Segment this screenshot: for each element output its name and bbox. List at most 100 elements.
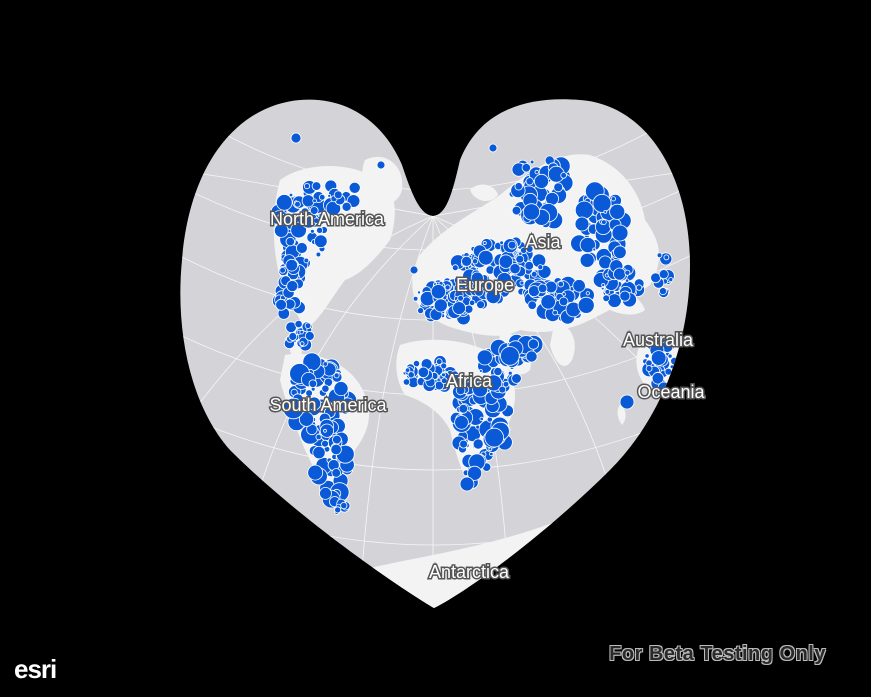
point-symbol	[435, 358, 443, 365]
point-symbol	[468, 299, 476, 306]
point-symbol	[295, 242, 308, 254]
japan-land	[639, 230, 650, 262]
point-symbol	[416, 290, 421, 295]
point-symbol	[667, 353, 673, 359]
beta-notice: For Beta Testing Only	[609, 643, 826, 665]
point-symbol	[316, 226, 324, 234]
point-symbol	[521, 163, 532, 173]
point-symbol	[527, 300, 537, 310]
label-south-america: South America	[269, 395, 387, 415]
point-symbol	[502, 380, 510, 388]
point-symbol	[607, 293, 622, 308]
point-symbol	[412, 295, 419, 302]
point-symbol	[376, 160, 386, 170]
point-symbol	[482, 240, 487, 245]
point-symbol	[321, 384, 330, 393]
arctic-islands-land	[470, 184, 498, 202]
point-symbol	[574, 200, 594, 220]
point-symbol	[467, 465, 483, 481]
point-symbol	[330, 443, 342, 456]
point-symbol	[485, 374, 503, 392]
point-symbol	[558, 296, 569, 307]
point-symbol	[319, 486, 332, 500]
point-symbol	[275, 194, 293, 211]
point-symbol	[493, 366, 503, 377]
india-land	[550, 320, 575, 366]
point-symbol	[308, 379, 318, 389]
point-symbol	[441, 372, 446, 378]
point-symbol	[452, 301, 467, 316]
point-symbol	[440, 362, 448, 370]
point-symbol	[318, 194, 326, 201]
point-symbol	[604, 289, 611, 295]
point-symbol	[624, 278, 630, 283]
point-symbol	[333, 404, 338, 410]
point-symbol	[299, 341, 305, 346]
point-symbol	[664, 367, 673, 376]
point-symbol	[307, 464, 324, 481]
point-symbol	[461, 255, 473, 267]
point-symbol	[459, 439, 469, 449]
point-symbol	[592, 247, 597, 252]
point-symbol	[663, 254, 670, 261]
point-symbol	[651, 372, 665, 385]
point-symbol	[407, 371, 415, 379]
label-australia: Australia	[623, 330, 694, 350]
point-symbol	[579, 252, 595, 268]
point-symbol	[577, 296, 595, 314]
point-symbol	[279, 266, 286, 274]
point-symbol	[290, 132, 302, 144]
label-antarctica: Antarctica	[429, 562, 510, 582]
point-symbol	[534, 173, 550, 189]
point-symbol	[277, 213, 285, 221]
point-symbol	[404, 367, 411, 373]
point-symbol	[530, 270, 538, 278]
point-symbol	[611, 224, 629, 242]
label-oceania: Oceania	[637, 382, 705, 402]
point-symbol	[574, 216, 590, 232]
point-symbol	[305, 389, 313, 397]
point-symbol	[488, 143, 498, 153]
point-symbol	[478, 368, 483, 373]
point-symbol	[524, 260, 534, 271]
point-symbol	[458, 403, 469, 414]
point-symbol	[480, 282, 487, 289]
point-symbol	[402, 378, 411, 386]
point-symbol	[288, 332, 298, 341]
point-symbol	[511, 373, 522, 384]
point-symbol	[474, 287, 484, 297]
point-symbol	[417, 307, 425, 315]
point-symbol	[560, 172, 567, 179]
point-symbol	[613, 245, 627, 260]
point-symbol	[472, 438, 484, 450]
point-symbol	[485, 288, 501, 304]
point-symbol	[430, 284, 446, 300]
point-symbol	[613, 267, 627, 281]
point-symbol	[619, 290, 631, 302]
label-asia: Asia	[525, 232, 561, 252]
point-symbol	[313, 217, 320, 224]
point-symbol	[635, 284, 643, 291]
point-symbol	[470, 271, 484, 285]
point-symbol	[609, 203, 626, 220]
point-symbol	[525, 245, 534, 253]
point-symbol	[557, 280, 565, 288]
point-symbol	[650, 350, 667, 366]
point-symbol	[288, 192, 294, 198]
label-africa: Africa	[446, 371, 493, 391]
point-symbol	[444, 284, 451, 291]
point-symbol	[333, 381, 349, 397]
point-symbol	[585, 291, 590, 296]
point-symbol	[341, 201, 352, 212]
point-symbol	[440, 377, 448, 385]
point-symbol	[500, 346, 520, 366]
point-symbol	[537, 264, 544, 271]
point-symbol	[299, 330, 304, 335]
point-symbol	[579, 236, 596, 254]
point-symbol	[339, 397, 356, 414]
point-symbol	[499, 240, 504, 246]
point-symbol	[525, 350, 538, 363]
point-symbol	[515, 254, 525, 264]
point-symbol	[476, 300, 486, 310]
